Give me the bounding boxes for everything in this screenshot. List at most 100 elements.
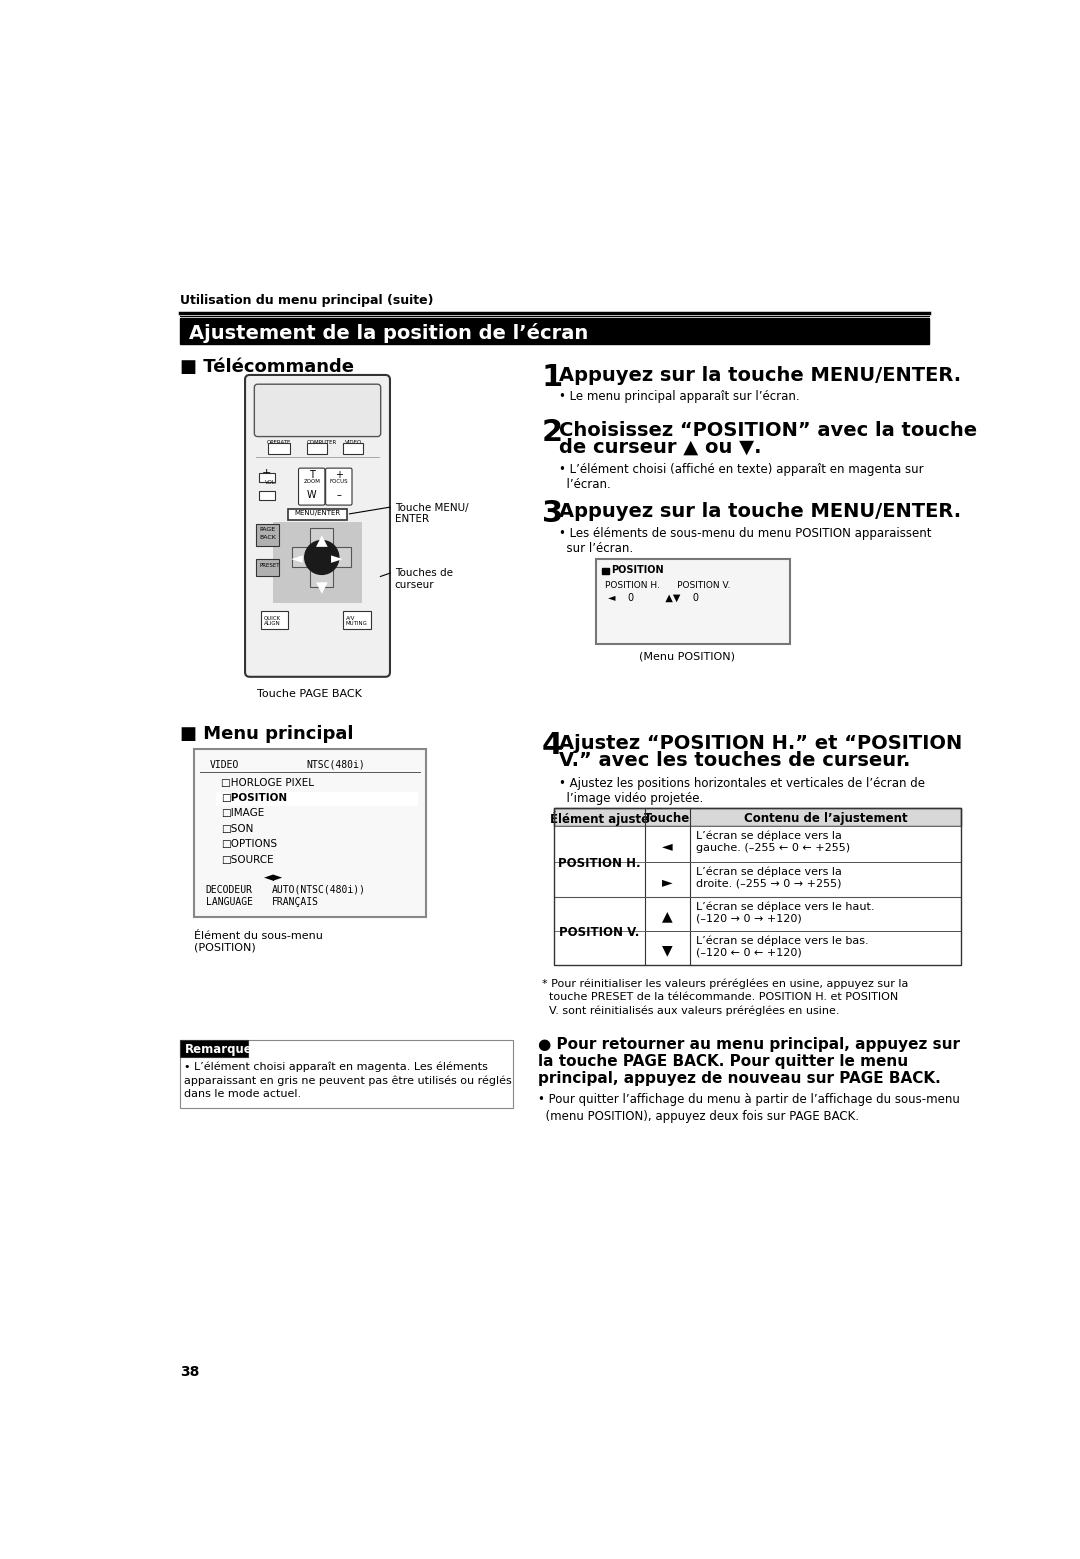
Text: MENU/ENTER: MENU/ENTER — [294, 510, 340, 516]
Text: Utilisation du menu principal (suite): Utilisation du menu principal (suite) — [180, 295, 433, 307]
Circle shape — [305, 541, 339, 574]
Text: POSITION H.: POSITION H. — [558, 857, 640, 870]
Bar — [180, 1040, 513, 1108]
Text: Touche: Touche — [645, 812, 690, 825]
FancyBboxPatch shape — [298, 468, 325, 505]
Text: □IMAGE: □IMAGE — [221, 809, 265, 818]
Bar — [310, 567, 334, 588]
Text: * Pour réinitialiser les valeurs préréglées en usine, appuyez sur la
  touche PR: * Pour réinitialiser les valeurs prérégl… — [542, 979, 908, 1016]
FancyBboxPatch shape — [245, 376, 390, 677]
Text: AUTO(NTSC(480i)): AUTO(NTSC(480i)) — [271, 884, 365, 895]
Text: –: – — [336, 490, 341, 500]
Text: L’écran se déplace vers le bas.
(–120 ← 0 ← +120): L’écran se déplace vers le bas. (–120 ← … — [697, 935, 868, 957]
Text: BACK: BACK — [259, 535, 275, 539]
Text: ■ Télécommande: ■ Télécommande — [180, 359, 354, 376]
Text: Élément ajusté: Élément ajusté — [550, 812, 649, 826]
Text: ▲: ▲ — [315, 533, 327, 547]
Text: principal, appuyez de nouveau sur PAGE BACK.: principal, appuyez de nouveau sur PAGE B… — [538, 1071, 941, 1087]
Bar — [554, 826, 961, 862]
Bar — [554, 808, 961, 826]
Text: ►: ► — [332, 552, 343, 566]
Text: 2: 2 — [542, 418, 563, 447]
Text: Élément du sous-menu
(POSITION): Élément du sous-menu (POSITION) — [194, 931, 323, 953]
Bar — [554, 896, 961, 931]
Text: V.” avec les touches de curseur.: V.” avec les touches de curseur. — [559, 751, 910, 770]
Text: VOL.: VOL. — [266, 480, 278, 485]
Text: L’écran se déplace vers la
droite. (–255 → 0 → +255): L’écran se déplace vers la droite. (–255… — [697, 867, 842, 889]
Text: FRANÇAIS: FRANÇAIS — [271, 896, 319, 907]
Text: LANGUAGE: LANGUAGE — [205, 896, 253, 907]
Bar — [293, 547, 351, 567]
Text: Contenu de l’ajustement: Contenu de l’ajustement — [744, 812, 907, 825]
Text: Choisissez “POSITION” avec la touche: Choisissez “POSITION” avec la touche — [559, 421, 977, 440]
Text: ◄►: ◄► — [264, 871, 283, 884]
Text: Appuyez sur la touche MENU/ENTER.: Appuyez sur la touche MENU/ENTER. — [559, 366, 961, 385]
Bar — [260, 611, 288, 630]
Bar — [256, 524, 279, 546]
Text: PRESET: PRESET — [259, 563, 280, 567]
Text: 38: 38 — [180, 1366, 200, 1380]
Text: 3: 3 — [542, 499, 563, 529]
Text: • L’élément choisi apparaît en magenta. Les éléments
apparaissant en gris ne peu: • L’élément choisi apparaît en magenta. … — [184, 1062, 512, 1099]
Text: 1: 1 — [542, 363, 563, 391]
Bar — [288, 508, 347, 519]
Text: • Le menu principal apparaît sur l’écran.: • Le menu principal apparaît sur l’écran… — [559, 390, 799, 404]
Bar — [342, 443, 363, 454]
Bar — [180, 1040, 248, 1057]
Text: COMPUTER: COMPUTER — [307, 440, 337, 444]
Text: de curseur ▲ ou ▼.: de curseur ▲ ou ▼. — [559, 438, 761, 457]
Text: VIDEO: VIDEO — [210, 759, 239, 770]
FancyBboxPatch shape — [255, 384, 380, 437]
FancyBboxPatch shape — [326, 468, 352, 505]
Text: ● Pour retourner au menu principal, appuyez sur: ● Pour retourner au menu principal, appu… — [538, 1037, 960, 1052]
Bar — [259, 491, 274, 500]
Text: Touche PAGE BACK: Touche PAGE BACK — [257, 689, 362, 698]
Text: • Ajustez les positions horizontales et verticales de l’écran de
  l’image vidéo: • Ajustez les positions horizontales et … — [559, 776, 924, 804]
Text: ►: ► — [662, 875, 673, 889]
Text: DECODEUR: DECODEUR — [205, 884, 253, 895]
Text: W: W — [307, 490, 316, 500]
Text: • Pour quitter l’affichage du menu à partir de l’affichage du sous-menu
  (menu : • Pour quitter l’affichage du menu à par… — [538, 1093, 960, 1122]
Bar — [603, 567, 608, 574]
Text: NTSC(480i): NTSC(480i) — [307, 759, 365, 770]
Text: OPERATE: OPERATE — [267, 440, 292, 444]
Text: la touche PAGE BACK. Pour quitter le menu: la touche PAGE BACK. Pour quitter le men… — [538, 1054, 908, 1069]
Bar — [259, 472, 274, 482]
Text: +: + — [335, 469, 342, 480]
Text: –: – — [264, 490, 270, 500]
Text: ■ Menu principal: ■ Menu principal — [180, 725, 353, 742]
Bar — [273, 522, 362, 603]
Bar — [194, 750, 427, 917]
Text: □POSITION: □POSITION — [221, 794, 287, 803]
Bar — [596, 560, 789, 644]
Text: FOCUS: FOCUS — [329, 479, 348, 483]
Bar — [554, 808, 961, 965]
Text: • Les éléments de sous-menu du menu POSITION apparaissent
  sur l’écran.: • Les éléments de sous-menu du menu POSI… — [559, 527, 931, 555]
Text: ◄    0          ▲▼    0: ◄ 0 ▲▼ 0 — [608, 592, 699, 603]
Text: Touche MENU/
ENTER: Touche MENU/ ENTER — [394, 504, 469, 524]
Text: PAGE: PAGE — [259, 527, 275, 533]
Text: QUICK
ALIGN: QUICK ALIGN — [264, 616, 281, 627]
Text: +: + — [262, 468, 271, 479]
Text: □SOURCE: □SOURCE — [221, 854, 273, 865]
Text: T: T — [309, 469, 314, 480]
Bar — [268, 443, 291, 454]
Text: A/V
MUTING: A/V MUTING — [346, 616, 367, 627]
Text: POSITION: POSITION — [611, 566, 664, 575]
Text: • L’élément choisi (affiché en texte) apparaît en magenta sur
  l’écran.: • L’élément choisi (affiché en texte) ap… — [559, 463, 923, 491]
Bar — [554, 862, 961, 896]
Text: □HORLOGE PIXEL: □HORLOGE PIXEL — [221, 778, 314, 787]
Text: (Menu POSITION): (Menu POSITION) — [638, 652, 734, 661]
Bar — [216, 792, 417, 806]
Text: □OPTIONS: □OPTIONS — [221, 839, 278, 850]
Text: Touches de
curseur: Touches de curseur — [394, 567, 453, 589]
Text: L’écran se déplace vers la
gauche. (–255 ← 0 ← +255): L’écran se déplace vers la gauche. (–255… — [697, 831, 850, 853]
Bar — [342, 611, 370, 630]
Bar — [310, 529, 334, 547]
Text: Ajustez “POSITION H.” et “POSITION: Ajustez “POSITION H.” et “POSITION — [559, 734, 962, 753]
Bar — [307, 443, 327, 454]
Bar — [180, 318, 930, 345]
Text: ◄: ◄ — [662, 839, 673, 853]
Text: 4: 4 — [542, 731, 563, 759]
Bar — [256, 560, 279, 575]
